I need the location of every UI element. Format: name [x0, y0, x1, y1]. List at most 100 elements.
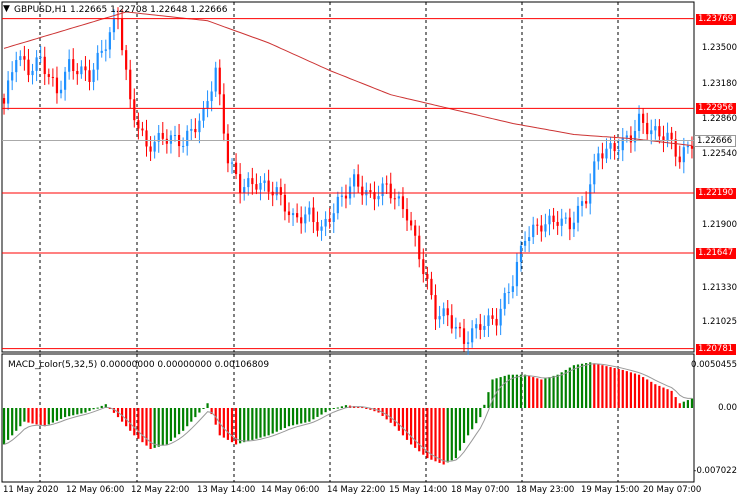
candle-body	[442, 308, 445, 317]
macd-bar	[442, 408, 445, 465]
candle-body	[145, 130, 148, 147]
candle-body	[507, 291, 510, 294]
macd-bar	[458, 408, 462, 451]
macd-bar	[662, 387, 665, 408]
candle-body	[320, 226, 323, 231]
macd-panel-frame	[1, 353, 695, 483]
macd-bar	[609, 367, 612, 408]
macd-bar	[300, 408, 303, 424]
time-tick: 13 May 14:00	[197, 485, 256, 495]
macd-bar	[409, 408, 413, 445]
candle-body	[251, 178, 254, 185]
candle-body	[27, 59, 30, 76]
macd-bar	[141, 408, 144, 443]
level-price-label: 1.22956	[696, 103, 736, 115]
macd-bar	[515, 374, 519, 408]
candle-body	[157, 132, 160, 142]
macd-bar	[544, 378, 547, 408]
macd-bar	[450, 408, 453, 461]
macd-bar	[271, 408, 274, 434]
macd-bar	[247, 408, 250, 442]
macd-bar	[369, 408, 372, 410]
macd-bar	[564, 369, 567, 408]
candle-body	[528, 237, 531, 241]
candle-body	[316, 222, 319, 231]
candle-body	[674, 139, 677, 157]
time-tick: 14 May 06:00	[261, 485, 320, 495]
candle-body	[426, 274, 429, 279]
candle-body	[214, 67, 217, 92]
candle-body	[483, 325, 486, 330]
candle-body	[259, 182, 262, 190]
macd-info: MACD_color(5,32,5) 0.00000000 0.00000000…	[8, 360, 270, 370]
candle-body	[35, 57, 38, 71]
candle-body	[218, 67, 221, 95]
candle-body	[568, 217, 571, 230]
moving-average-line	[3, 11, 693, 146]
macd-bar	[76, 408, 79, 415]
price-panel-frame	[1, 1, 695, 353]
macd-bar	[511, 374, 514, 408]
candle-body	[552, 215, 555, 222]
macd-bar	[47, 408, 50, 425]
macd-bar	[633, 373, 637, 408]
candle-body	[389, 183, 392, 199]
level-price-label: 1.21647	[696, 247, 736, 259]
candle-body	[462, 328, 466, 344]
macd-bar	[491, 379, 494, 408]
chart-menu-arrow-icon[interactable]: ▼	[3, 4, 10, 14]
candle-body	[576, 205, 580, 223]
time-tick: 11 May 2020	[3, 485, 59, 495]
macd-bar	[206, 403, 209, 408]
candle-body	[393, 198, 396, 200]
candle-body	[92, 69, 95, 83]
macd-bar	[532, 377, 535, 408]
candle-body	[173, 135, 177, 137]
macd-bar	[642, 377, 645, 408]
macd-bar	[528, 375, 531, 408]
macd-bar	[157, 408, 160, 447]
candle-body	[397, 196, 400, 199]
macd-bar	[88, 408, 91, 411]
macd-bar	[560, 372, 563, 408]
macd-bar	[226, 408, 230, 440]
candle-body	[348, 186, 352, 199]
candle-body	[589, 184, 592, 204]
macd-bar	[621, 369, 624, 408]
candle-body	[373, 192, 376, 200]
macd-bar	[165, 408, 168, 445]
macd-tick-max: 0.0050455	[691, 360, 737, 370]
price-tick: 1.23500	[701, 43, 737, 54]
time-tick: 12 May 22:00	[131, 485, 190, 495]
candle-body	[324, 218, 327, 227]
candle-body	[377, 196, 380, 200]
candle-body	[353, 174, 356, 187]
candle-body	[63, 71, 67, 90]
macd-bar	[194, 408, 197, 418]
macd-bar	[59, 408, 63, 419]
macd-bar	[287, 408, 291, 427]
candle-body	[80, 66, 83, 75]
macd-bar	[251, 408, 254, 440]
candle-body	[194, 128, 197, 133]
macd-bar	[304, 408, 307, 423]
candle-body	[593, 161, 596, 185]
macd-bar	[108, 408, 111, 409]
macd-bar	[507, 374, 510, 408]
macd-bar	[666, 389, 669, 408]
candle-body	[76, 71, 79, 75]
candle-body	[332, 213, 335, 222]
macd-bar	[585, 363, 588, 408]
candle-body	[153, 141, 156, 152]
macd-bar	[674, 397, 677, 408]
candle-body	[515, 261, 519, 287]
macd-bar	[279, 408, 282, 430]
macd-bar	[340, 406, 343, 408]
macd-tick-min: -0.007022	[693, 466, 737, 476]
macd-signal-line	[3, 363, 692, 462]
macd-bar	[471, 408, 474, 430]
candle-body	[519, 245, 523, 262]
candle-body	[357, 174, 360, 187]
